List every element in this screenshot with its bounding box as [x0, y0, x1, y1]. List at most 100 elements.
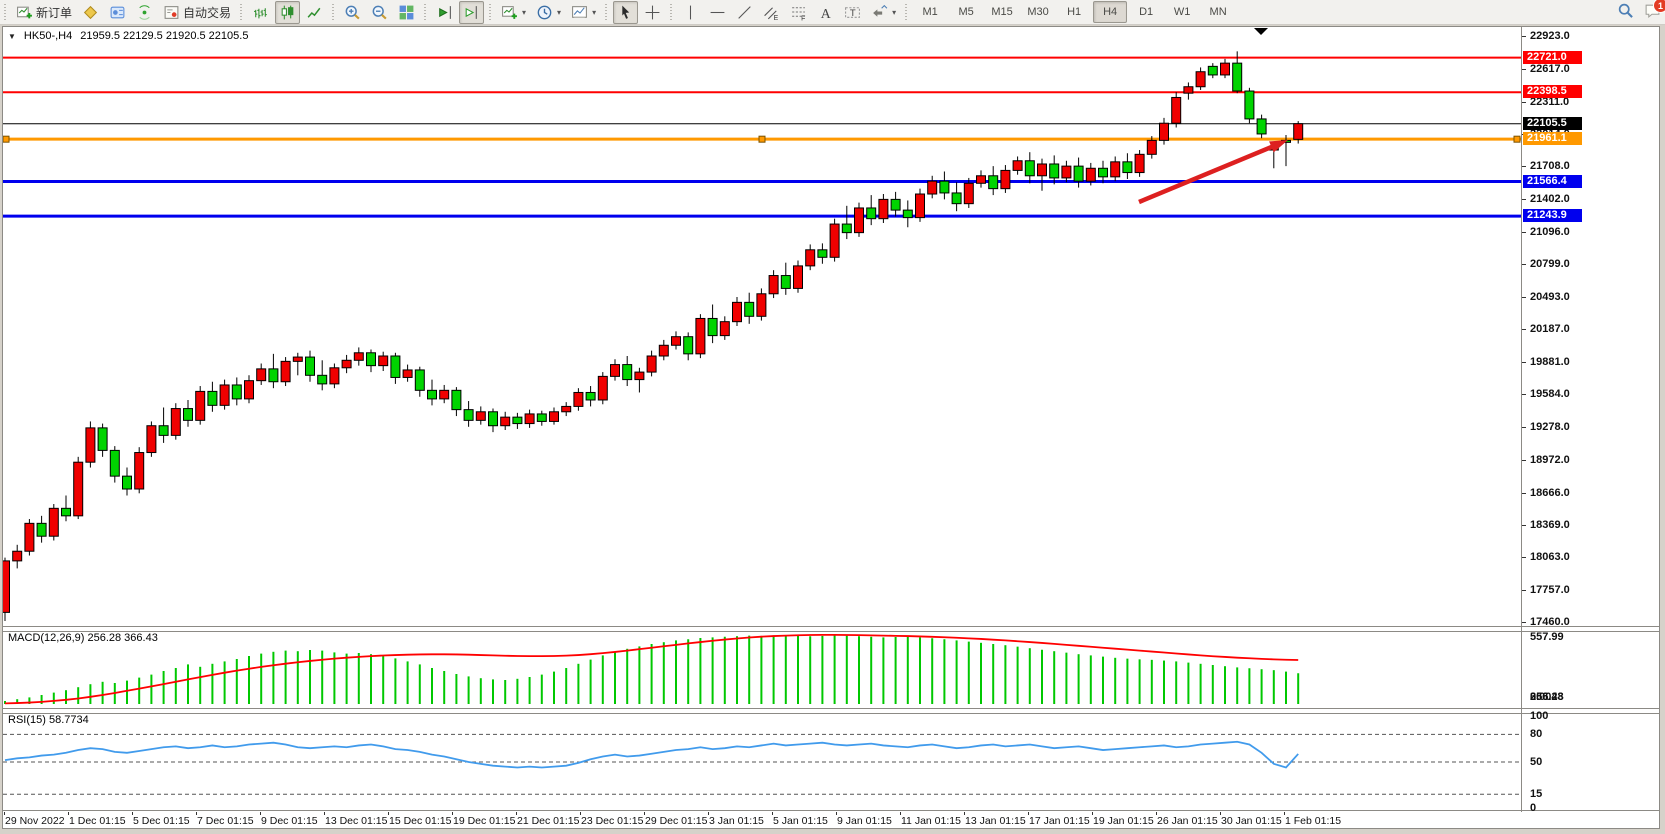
rsi-canvas[interactable]: [3, 712, 1521, 810]
new-chart-button[interactable]: ▾: [497, 1, 530, 24]
time-tick-mark: [260, 812, 261, 815]
toolbar-group-scroll: [431, 0, 485, 24]
template-button[interactable]: ▾: [567, 1, 600, 24]
line-handle[interactable]: [758, 135, 766, 143]
fibo-icon: F: [790, 4, 807, 21]
candle-body: [3, 560, 10, 613]
time-tick-mark: [708, 812, 709, 815]
vertical-line-button[interactable]: [678, 1, 703, 24]
svg-text:T: T: [850, 8, 856, 19]
text-button[interactable]: A: [813, 1, 838, 24]
candle-body: [1159, 122, 1169, 141]
price-axis[interactable]: 22923.022617.022311.022014.021708.021402…: [1521, 27, 1659, 814]
chevron-down-icon[interactable]: ▾: [892, 7, 897, 17]
axis-tick-mark: [1522, 199, 1526, 200]
toolbar-drag-handle[interactable]: [3, 4, 8, 20]
time-label: 11 Jan 01:15: [901, 815, 961, 827]
chart-shift-button[interactable]: [459, 0, 485, 24]
time-label: 3 Jan 01:15: [709, 815, 764, 827]
timeframe-m5-button[interactable]: M5: [958, 6, 974, 18]
timeframe-d1-button[interactable]: D1: [1139, 6, 1154, 18]
experts-button[interactable]: [105, 1, 130, 24]
candle-body: [1000, 169, 1011, 190]
price-tick-label: 20187.0: [1530, 323, 1570, 335]
toolbar: 新订单 自动交易 ▾ ▾ ▾ E F A T ▾ M1 M5 M15 M30 H1 H4 D1 W1 MN 1: [0, 0, 1665, 25]
timeframe-h1-button[interactable]: H1: [1067, 6, 1082, 18]
candle-body: [976, 175, 986, 184]
timeframe-h4-button[interactable]: H4: [1093, 1, 1128, 23]
shapes-button[interactable]: ▾: [867, 1, 900, 24]
crosshair-icon: [644, 4, 661, 21]
timeframe-m1-button[interactable]: M1: [922, 6, 938, 18]
candle-body: [1061, 165, 1072, 179]
one-click-collapse-icon[interactable]: ▼: [8, 32, 16, 41]
autotrade-button[interactable]: 自动交易: [159, 1, 235, 24]
trend-arrow[interactable]: [1138, 143, 1275, 205]
candlestick-button[interactable]: [275, 0, 301, 24]
candle-body: [219, 384, 230, 406]
line-chart-icon: [306, 4, 323, 21]
pane-separator[interactable]: [3, 708, 1659, 714]
price-tick-label: 18063.0: [1530, 551, 1570, 563]
ohlc-values: 21959.5 22129.5 21920.5 22105.5: [80, 30, 249, 42]
toolbar-drag-handle[interactable]: [331, 4, 337, 20]
rsi-line: [4, 740, 1299, 769]
time-label: 9 Dec 01:15: [261, 815, 318, 827]
channel-button[interactable]: E: [759, 1, 784, 24]
toolbar-drag-handle[interactable]: [423, 4, 429, 20]
candle-body: [878, 198, 889, 220]
auto-scroll-button[interactable]: [432, 1, 457, 24]
chart-shift-marker-icon[interactable]: [1254, 28, 1268, 35]
candle-body: [183, 408, 193, 421]
time-tick-mark: [4, 812, 5, 815]
trendline-button[interactable]: [732, 1, 757, 24]
timeframe-w1-button[interactable]: W1: [1173, 6, 1191, 18]
candle-body: [793, 265, 803, 289]
line-handle[interactable]: [1513, 135, 1521, 143]
toolbar-drag-handle[interactable]: [239, 4, 245, 20]
rsi-axis-label: 80: [1530, 728, 1543, 740]
toolbar-drag-handle[interactable]: [488, 4, 494, 20]
toolbar-drag-handle[interactable]: [669, 4, 675, 20]
svg-text:A: A: [821, 5, 831, 20]
main-chart-canvas[interactable]: [3, 27, 1521, 626]
time-axis[interactable]: 29 Nov 2022 1 Dec 01:15 5 Dec 01:15 7 Dec 0…: [3, 812, 1521, 828]
search-button[interactable]: [1617, 2, 1634, 22]
pane-separator[interactable]: [3, 626, 1659, 632]
macd-canvas[interactable]: [3, 630, 1521, 708]
candle-body: [536, 413, 547, 422]
period-button[interactable]: ▾: [532, 1, 565, 24]
candle-body: [317, 374, 328, 385]
line-chart-button[interactable]: [302, 1, 327, 24]
bar-chart-button[interactable]: [248, 1, 273, 24]
crosshair-button[interactable]: [640, 1, 665, 24]
candle-body: [512, 416, 523, 425]
cursor-button[interactable]: [613, 0, 639, 24]
chevron-down-icon[interactable]: ▾: [522, 7, 527, 17]
toolbar-group-trade: 新订单 自动交易: [11, 0, 236, 24]
price-tick-label: 21708.0: [1530, 160, 1570, 172]
line-handle[interactable]: [3, 135, 10, 143]
zoom-in-button[interactable]: [340, 1, 365, 24]
zoom-out-button[interactable]: [367, 1, 392, 24]
label-button[interactable]: T: [840, 1, 865, 24]
gold-button[interactable]: [78, 1, 103, 24]
new-order-button[interactable]: 新订单: [12, 1, 76, 24]
toolbar-drag-handle[interactable]: [904, 4, 910, 20]
candle-body: [756, 293, 767, 317]
time-label: 21 Dec 01:15: [517, 815, 580, 827]
candle-body: [902, 209, 913, 219]
fibonacci-button[interactable]: F: [786, 1, 811, 24]
label-icon: T: [844, 4, 861, 21]
horizontal-line-button[interactable]: [705, 1, 730, 24]
chevron-down-icon[interactable]: ▾: [592, 7, 597, 17]
tile-windows-button[interactable]: [394, 1, 419, 24]
timeframe-m15-button[interactable]: M15: [991, 6, 1013, 18]
signals-button[interactable]: [132, 1, 157, 24]
chat-button[interactable]: 1: [1644, 0, 1665, 22]
candle-body: [1110, 161, 1121, 178]
chevron-down-icon[interactable]: ▾: [557, 7, 562, 17]
toolbar-drag-handle[interactable]: [604, 4, 610, 20]
timeframe-mn-button[interactable]: MN: [1209, 6, 1227, 18]
timeframe-m30-button[interactable]: M30: [1027, 6, 1049, 18]
